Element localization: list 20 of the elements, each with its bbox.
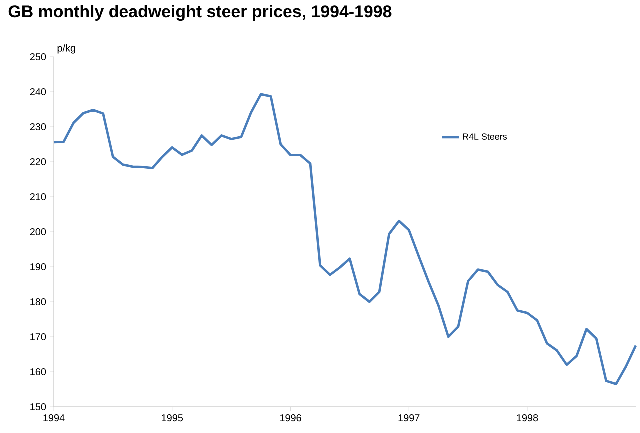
y-tick-label: 160 xyxy=(30,368,46,376)
x-tick-label: 1995 xyxy=(162,414,184,422)
y-tick-label: 150 xyxy=(30,403,46,411)
y-axis-title: p/kg xyxy=(58,44,76,54)
chart-title: GB monthly deadweight steer prices, 1994-1998 xyxy=(8,5,392,22)
line-series xyxy=(52,93,638,386)
y-tick-label: 170 xyxy=(30,333,46,341)
y-tick-label: 220 xyxy=(30,158,46,166)
x-tick-label: 1998 xyxy=(517,414,538,422)
y-tick-label: 240 xyxy=(30,88,46,96)
y-tick-label: 200 xyxy=(30,228,46,236)
y-tick-label: 250 xyxy=(30,53,46,61)
legend-label: R4L Steers xyxy=(463,134,508,140)
x-tick-label: 1997 xyxy=(398,414,420,422)
x-tick-label: 1994 xyxy=(44,414,65,422)
y-tick-label: 230 xyxy=(30,123,46,131)
y-tick-label: 180 xyxy=(30,298,46,306)
y-tick-label: 190 xyxy=(30,263,46,271)
x-tick-label: 1996 xyxy=(280,414,302,422)
y-tick-label: 210 xyxy=(30,193,46,201)
